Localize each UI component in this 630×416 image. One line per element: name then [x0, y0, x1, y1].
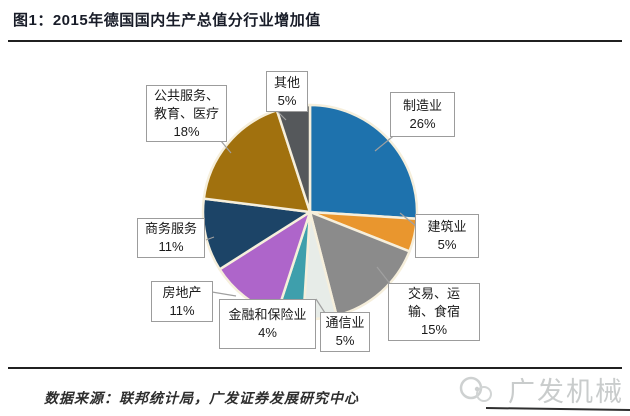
callout-leader-line: [315, 298, 326, 314]
callout-value: 11%: [169, 302, 195, 318]
callout-real-estate: 房地产 11%: [151, 281, 213, 322]
callout-business-services: 商务服务 11%: [137, 218, 205, 258]
callout-value: 26%: [409, 115, 436, 131]
callout-leader-line: [220, 140, 232, 154]
callout-construction: 建筑业 5%: [415, 214, 479, 258]
chart-bottom-divider: [8, 367, 622, 369]
callout-leader-line: [276, 110, 287, 121]
callout-label: 其他: [273, 74, 300, 90]
callout-label: 商务服务: [144, 221, 197, 236]
callout-leader-line: [376, 266, 392, 286]
pie-slice: [202, 108, 312, 214]
callout-leader-line: [399, 212, 417, 227]
callout-value: 4%: [258, 325, 277, 340]
brand-watermark: 广发机械: [457, 370, 624, 409]
gf-securities-logo-icon: [459, 376, 492, 402]
callout-value: 5%: [437, 237, 457, 252]
callout-label: 房地产: [162, 284, 202, 300]
callout-value: 5%: [335, 333, 355, 348]
callout-public-services-education-health: 公共服务、 教育、医疗 18%: [146, 85, 227, 142]
callout-other: 其他 5%: [266, 71, 308, 112]
callout-label: 建筑业: [427, 219, 467, 234]
figure-title: 图1：2015年德国国内生产总值分行业增加值: [13, 12, 321, 29]
callout-label: 教育、医疗: [153, 105, 219, 121]
callout-value: 11%: [158, 239, 184, 254]
callout-value: 15%: [420, 322, 448, 337]
pie-slice: [201, 197, 312, 271]
callout-value: 18%: [173, 123, 200, 139]
callout-label: 交易、运: [407, 286, 460, 301]
callout-label: 输、食宿: [407, 304, 460, 319]
callout-label: 公共服务、: [153, 87, 219, 103]
callout-communications: 通信业 5%: [320, 312, 370, 352]
callout-trade-transport-lodging: 交易、运 输、食宿 15%: [388, 283, 480, 341]
title-divider: [8, 40, 622, 42]
callout-leader-line: [205, 236, 215, 241]
callout-label: 金融和保险业: [228, 307, 307, 322]
callout-manufacturing: 制造业 26%: [390, 92, 455, 137]
callout-value: 5%: [277, 92, 297, 108]
callout-label: 通信业: [325, 315, 365, 330]
callout-label: 制造业: [402, 97, 442, 113]
watermark-text: 广发机械: [508, 377, 624, 407]
pie-slices: [201, 103, 419, 321]
callout-leader-line: [211, 291, 237, 297]
callout-finance-insurance: 金融和保险业 4%: [219, 299, 316, 349]
data-source-note: 数据来源：联邦统计局，广发证券发展研究中心: [44, 392, 359, 407]
pie-slice: [308, 103, 419, 220]
